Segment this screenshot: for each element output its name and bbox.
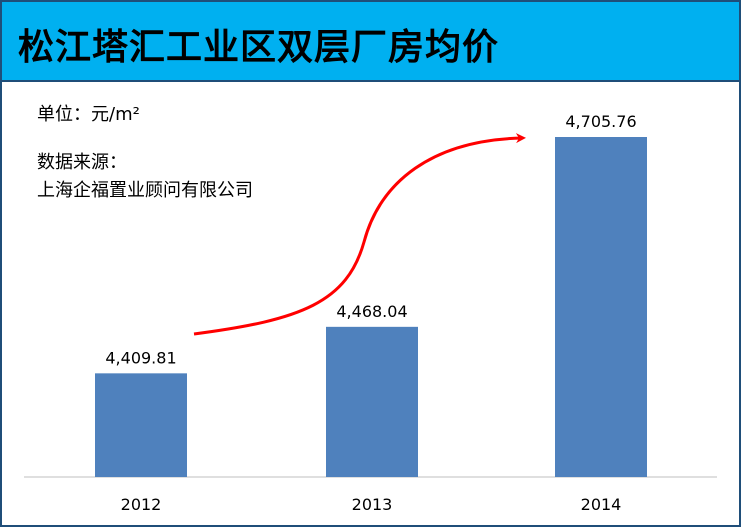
page-title: 松江塔汇工业区双层厂房均价	[18, 27, 500, 68]
value-label-2012: 4,409.81	[105, 348, 176, 367]
trend-arrow-icon	[193, 133, 526, 336]
value-label-2014: 4,705.76	[565, 112, 636, 131]
unit-label: 单位：元/m²	[37, 104, 140, 125]
title-banner: 松江塔汇工业区双层厂房均价	[2, 2, 739, 82]
bar-2012	[95, 373, 187, 477]
tick-label-2014: 2014	[581, 495, 622, 514]
bar-2013	[326, 326, 418, 477]
bar-2014	[555, 137, 647, 477]
source-label: 数据来源：	[37, 152, 127, 173]
tick-label-2013: 2013	[352, 495, 393, 514]
source-name: 上海企福置业顾问有限公司	[37, 180, 253, 201]
tick-label-2012: 2012	[121, 495, 162, 514]
value-label-2013: 4,468.04	[336, 302, 407, 321]
